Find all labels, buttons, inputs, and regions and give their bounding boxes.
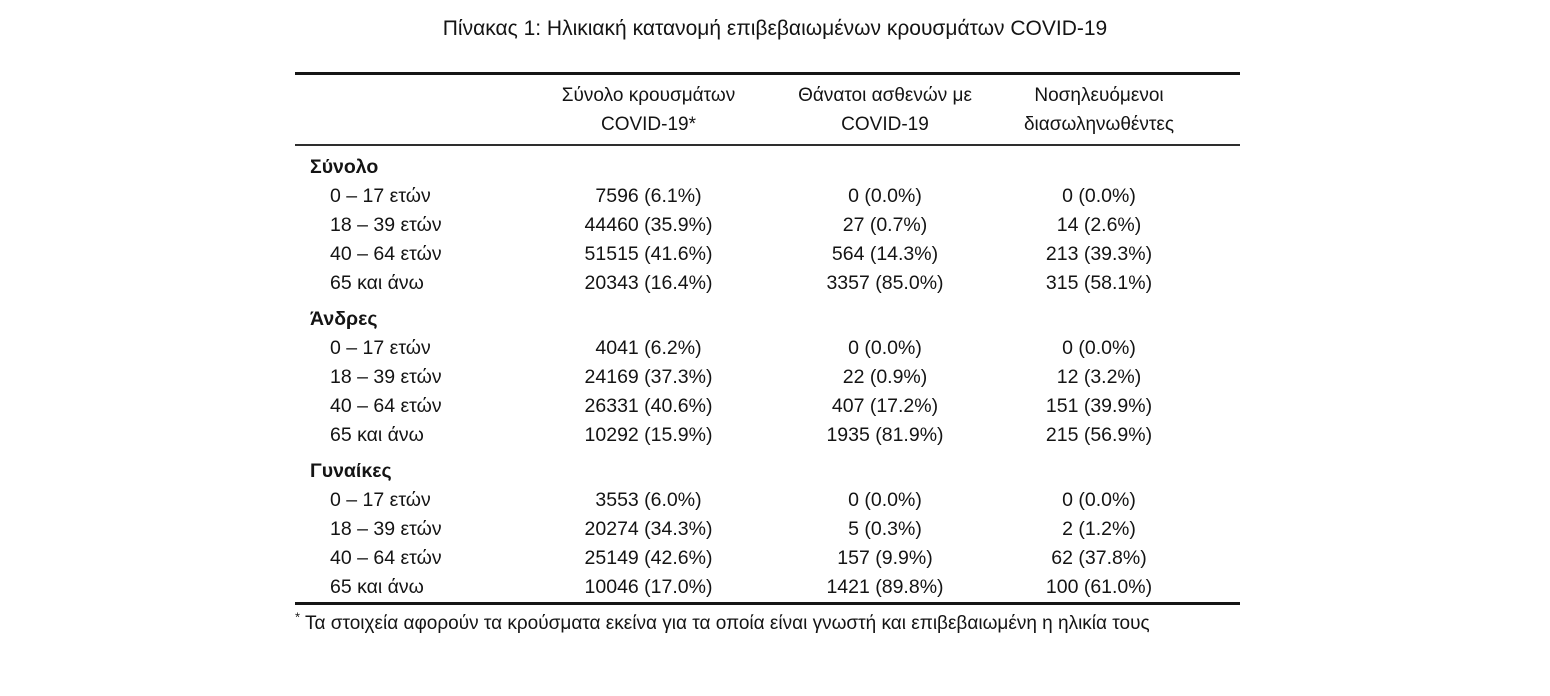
table-row: 18 – 39 ετών 24169 (37.3%) 22 (0.9%) 12 … bbox=[295, 363, 1240, 392]
intubated-value: 62 (37.8%) bbox=[1051, 547, 1147, 569]
age-group-label: 18 – 39 ετών bbox=[330, 518, 442, 540]
section-row-women: Γυναίκες bbox=[295, 450, 1240, 486]
covid-age-distribution-table: Σύνολο κρουσμάτων COVID-19* Θάνατοι ασθε… bbox=[295, 72, 1240, 605]
table-row: 65 και άνω 20343 (16.4%) 3357 (85.0%) 31… bbox=[295, 269, 1240, 298]
col-header-line: COVID-19* bbox=[600, 114, 697, 135]
footnote-text: Τα στοιχεία αφορούν τα κρούσματα εκείνα … bbox=[305, 613, 1150, 634]
empty-cell bbox=[1000, 450, 1240, 486]
footnote-asterisk: * bbox=[295, 609, 301, 625]
intubated-value: 213 (39.3%) bbox=[1045, 243, 1153, 265]
intubated-value: 100 (61.0%) bbox=[1045, 576, 1153, 598]
section-row-total: Σύνολο bbox=[295, 145, 1240, 182]
empty-cell bbox=[770, 450, 1000, 486]
table-row: 40 – 64 ετών 51515 (41.6%) 564 (14.3%) 2… bbox=[295, 240, 1240, 269]
age-group-label: 0 – 17 ετών bbox=[330, 185, 431, 207]
col-header-line: Σύνολο κρουσμάτων bbox=[561, 85, 736, 106]
section-label: Σύνολο bbox=[310, 156, 379, 178]
intubated-value: 0 (0.0%) bbox=[1062, 489, 1136, 511]
intubated-value: 14 (2.6%) bbox=[1056, 214, 1142, 236]
section-label: Άνδρες bbox=[310, 308, 378, 330]
cases-value: 20343 (16.4%) bbox=[584, 272, 713, 294]
col-header-line: διασωληνωθέντες bbox=[1023, 114, 1175, 135]
col-header-line: Νοσηλευόμενοι bbox=[1034, 85, 1164, 106]
deaths-value: 3357 (85.0%) bbox=[826, 272, 944, 294]
table-title: Πίνακας 1: Ηλικιακή κατανομή επιβεβαιωμέ… bbox=[442, 17, 1108, 40]
intubated-value: 315 (58.1%) bbox=[1045, 272, 1153, 294]
cases-value: 3553 (6.0%) bbox=[595, 489, 702, 511]
empty-cell bbox=[1000, 145, 1240, 182]
cases-value: 24169 (37.3%) bbox=[584, 366, 713, 388]
deaths-value: 27 (0.7%) bbox=[842, 214, 928, 236]
table-row: 40 – 64 ετών 25149 (42.6%) 157 (9.9%) 62… bbox=[295, 544, 1240, 573]
table-row: 65 και άνω 10292 (15.9%) 1935 (81.9%) 21… bbox=[295, 421, 1240, 450]
intubated-value: 151 (39.9%) bbox=[1045, 395, 1153, 417]
col-header-line: COVID-19 bbox=[841, 114, 929, 135]
table-row: 0 – 17 ετών 4041 (6.2%) 0 (0.0%) 0 (0.0%… bbox=[295, 334, 1240, 363]
age-group-label: 65 και άνω bbox=[330, 576, 424, 598]
age-group-label: 65 και άνω bbox=[330, 424, 424, 446]
deaths-value: 5 (0.3%) bbox=[848, 518, 922, 540]
table-row: 40 – 64 ετών 26331 (40.6%) 407 (17.2%) 1… bbox=[295, 392, 1240, 421]
col-header-deaths: Θάνατοι ασθενών με COVID-19 bbox=[770, 73, 1000, 146]
cases-value: 4041 (6.2%) bbox=[595, 337, 702, 359]
deaths-value: 1421 (89.8%) bbox=[826, 576, 944, 598]
deaths-value: 157 (9.9%) bbox=[837, 547, 933, 569]
age-group-label: 40 – 64 ετών bbox=[330, 547, 442, 569]
table-row: 18 – 39 ετών 44460 (35.9%) 27 (0.7%) 14 … bbox=[295, 211, 1240, 240]
table-body: Σύνολο 0 – 17 ετών 7596 (6.1%) 0 (0.0%) … bbox=[295, 145, 1240, 604]
col-header-intubated: Νοσηλευόμενοι διασωληνωθέντες bbox=[1000, 73, 1240, 146]
cases-value: 20274 (34.3%) bbox=[584, 518, 713, 540]
deaths-value: 407 (17.2%) bbox=[831, 395, 939, 417]
col-header-empty bbox=[295, 73, 527, 146]
col-header-line: Θάνατοι ασθενών με bbox=[798, 85, 972, 106]
cases-value: 7596 (6.1%) bbox=[595, 185, 702, 207]
age-group-label: 0 – 17 ετών bbox=[330, 337, 431, 359]
table-container: Σύνολο κρουσμάτων COVID-19* Θάνατοι ασθε… bbox=[295, 72, 1240, 605]
cases-value: 10046 (17.0%) bbox=[584, 576, 713, 598]
deaths-value: 22 (0.9%) bbox=[842, 366, 928, 388]
section-label: Γυναίκες bbox=[310, 460, 392, 482]
deaths-value: 1935 (81.9%) bbox=[826, 424, 944, 446]
deaths-value: 564 (14.3%) bbox=[831, 243, 939, 265]
table-row: 0 – 17 ετών 7596 (6.1%) 0 (0.0%) 0 (0.0%… bbox=[295, 182, 1240, 211]
empty-cell bbox=[527, 450, 770, 486]
table-row: 65 και άνω 10046 (17.0%) 1421 (89.8%) 10… bbox=[295, 573, 1240, 604]
age-group-label: 18 – 39 ετών bbox=[330, 366, 442, 388]
age-group-label: 18 – 39 ετών bbox=[330, 214, 442, 236]
section-row-men: Άνδρες bbox=[295, 298, 1240, 334]
cases-value: 51515 (41.6%) bbox=[584, 243, 713, 265]
age-group-label: 0 – 17 ετών bbox=[330, 489, 431, 511]
age-group-label: 65 και άνω bbox=[330, 272, 424, 294]
header-row: Σύνολο κρουσμάτων COVID-19* Θάνατοι ασθε… bbox=[295, 73, 1240, 146]
intubated-value: 0 (0.0%) bbox=[1062, 185, 1136, 207]
age-group-label: 40 – 64 ετών bbox=[330, 395, 442, 417]
table-row: 0 – 17 ετών 3553 (6.0%) 0 (0.0%) 0 (0.0%… bbox=[295, 486, 1240, 515]
empty-cell bbox=[1000, 298, 1240, 334]
deaths-value: 0 (0.0%) bbox=[848, 185, 922, 207]
intubated-value: 215 (56.9%) bbox=[1045, 424, 1153, 446]
cases-value: 26331 (40.6%) bbox=[584, 395, 713, 417]
empty-cell bbox=[770, 298, 1000, 334]
cases-value: 44460 (35.9%) bbox=[584, 214, 713, 236]
deaths-value: 0 (0.0%) bbox=[848, 489, 922, 511]
empty-cell bbox=[527, 145, 770, 182]
deaths-value: 0 (0.0%) bbox=[848, 337, 922, 359]
col-header-total-cases: Σύνολο κρουσμάτων COVID-19* bbox=[527, 73, 770, 146]
empty-cell bbox=[527, 298, 770, 334]
intubated-value: 2 (1.2%) bbox=[1062, 518, 1136, 540]
cases-value: 25149 (42.6%) bbox=[584, 547, 713, 569]
table-header: Σύνολο κρουσμάτων COVID-19* Θάνατοι ασθε… bbox=[295, 73, 1240, 146]
table-row: 18 – 39 ετών 20274 (34.3%) 5 (0.3%) 2 (1… bbox=[295, 515, 1240, 544]
intubated-value: 0 (0.0%) bbox=[1062, 337, 1136, 359]
intubated-value: 12 (3.2%) bbox=[1056, 366, 1142, 388]
empty-cell bbox=[770, 145, 1000, 182]
age-group-label: 40 – 64 ετών bbox=[330, 243, 442, 265]
cases-value: 10292 (15.9%) bbox=[584, 424, 713, 446]
table-footnote: * Τα στοιχεία αφορούν τα κρούσματα εκείν… bbox=[295, 611, 1240, 637]
